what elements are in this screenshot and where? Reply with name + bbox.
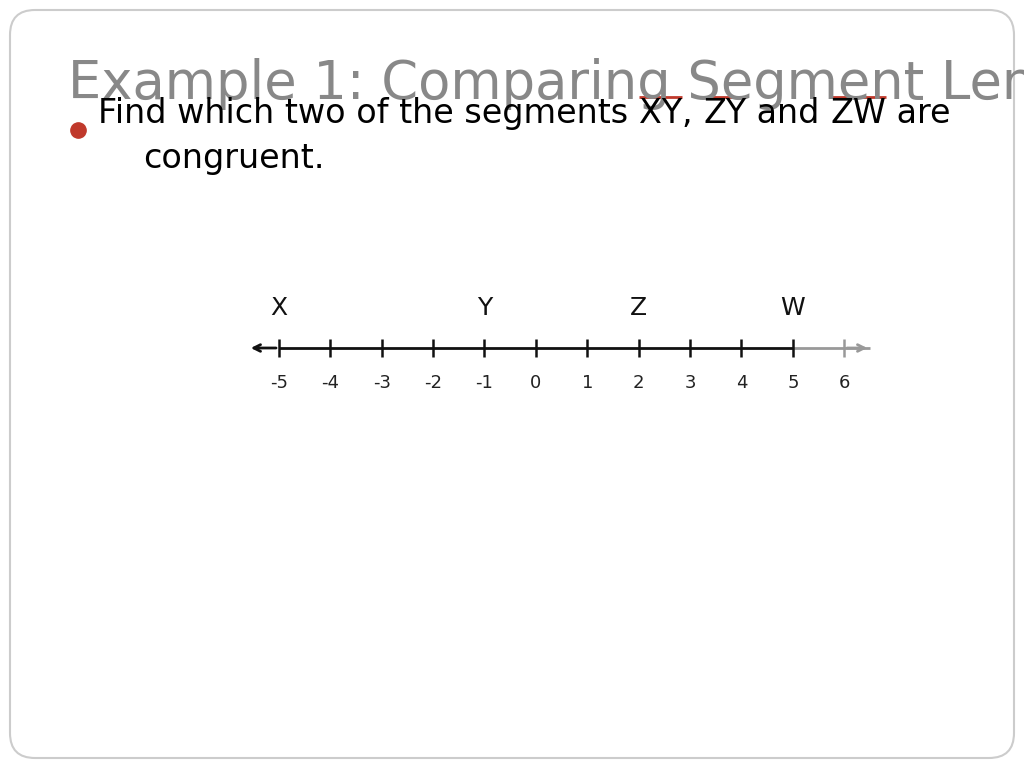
Text: Example 1: Comparing Segment Lengths: Example 1: Comparing Segment Lengths	[68, 58, 1024, 110]
Text: 4: 4	[735, 374, 748, 392]
Text: Find which two of the segments: Find which two of the segments	[98, 97, 639, 130]
Text: -1: -1	[475, 374, 494, 392]
Text: are: are	[886, 97, 950, 130]
Text: Z: Z	[630, 296, 647, 320]
Text: 0: 0	[530, 374, 542, 392]
Text: -4: -4	[322, 374, 339, 392]
Text: 1: 1	[582, 374, 593, 392]
Text: -5: -5	[270, 374, 288, 392]
Text: 5: 5	[787, 374, 799, 392]
Text: Y: Y	[477, 296, 493, 320]
Text: congruent.: congruent.	[143, 142, 325, 175]
Text: -2: -2	[424, 374, 442, 392]
Text: 3: 3	[684, 374, 696, 392]
Text: 2: 2	[633, 374, 644, 392]
Text: XY: XY	[639, 97, 682, 130]
Text: and: and	[746, 97, 830, 130]
Text: X: X	[270, 296, 288, 320]
Text: ZY: ZY	[703, 97, 746, 130]
Text: W: W	[780, 296, 805, 320]
Text: -3: -3	[373, 374, 390, 392]
Text: 6: 6	[839, 374, 850, 392]
Text: ,: ,	[682, 97, 703, 130]
Text: ZW: ZW	[830, 97, 886, 130]
